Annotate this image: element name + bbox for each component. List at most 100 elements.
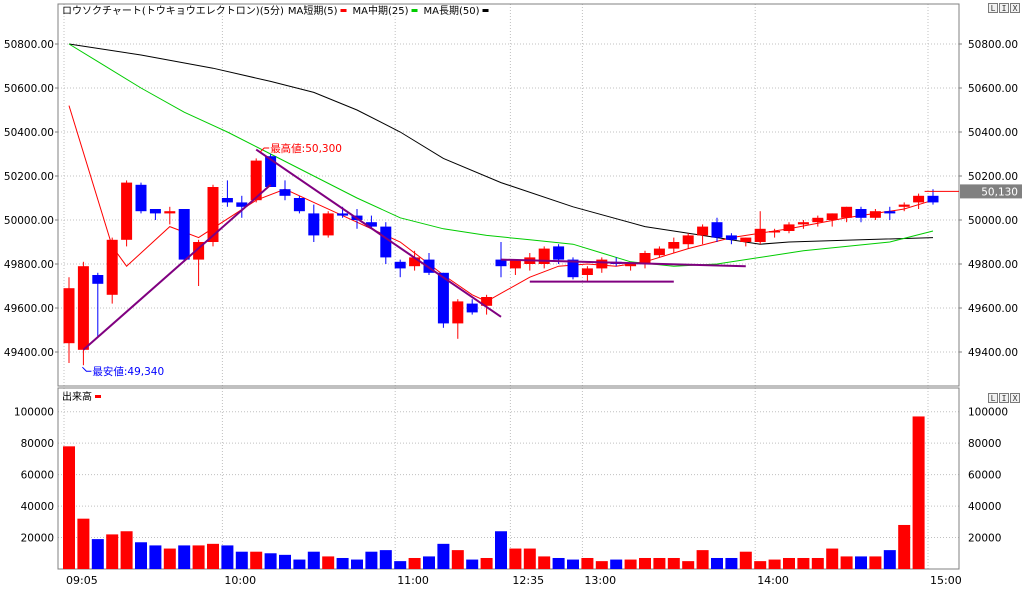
volume-bar xyxy=(91,539,104,569)
moving-average-lines xyxy=(68,43,934,302)
volume-bar xyxy=(783,557,795,569)
price-tick-label-right: 50000.00 xyxy=(968,215,1018,227)
candle-body xyxy=(236,202,248,207)
time-tick-label: 12:35 xyxy=(512,574,544,587)
price-tick-label-right: 50200.00 xyxy=(968,171,1018,183)
candle-body xyxy=(149,209,161,214)
volume-bar xyxy=(523,548,536,569)
candle-body xyxy=(437,272,449,324)
volume-bar xyxy=(423,556,435,569)
price-tick-label-right: 49800.00 xyxy=(968,259,1018,271)
volume-tick-label-left: 80000 xyxy=(21,438,54,450)
window-left-button[interactable]: L xyxy=(988,3,998,13)
candle-body xyxy=(567,259,579,278)
candle-up xyxy=(740,237,752,247)
candle-up xyxy=(207,184,219,247)
candle-down xyxy=(178,209,190,262)
volume-left-button[interactable]: L xyxy=(988,393,998,403)
volume-bar xyxy=(307,551,320,569)
volume-bar xyxy=(797,557,810,569)
low-marker xyxy=(82,366,92,372)
volume-tick-label-right: 60000 xyxy=(968,470,1001,482)
volume-tick-label-right: 100000 xyxy=(968,407,1008,419)
volume-close-button[interactable]: X xyxy=(1010,393,1020,403)
volume-bar xyxy=(495,531,507,569)
volume-bar xyxy=(207,543,219,569)
volume-title: 出来高 xyxy=(62,390,92,403)
candle-up xyxy=(596,257,608,273)
volume-bar xyxy=(394,561,407,569)
volume-bar xyxy=(480,557,493,569)
candle-down xyxy=(149,209,161,220)
volume-bar xyxy=(711,557,723,569)
time-tick-label: 10:00 xyxy=(224,574,256,587)
volume-tick-label-left: 100000 xyxy=(14,407,54,419)
candle-body xyxy=(409,257,421,267)
candle-down xyxy=(236,195,248,218)
volume-bar xyxy=(365,551,378,569)
legend-swatch xyxy=(482,9,489,12)
candle-body xyxy=(697,226,709,236)
candle-up xyxy=(164,206,176,225)
candle-down xyxy=(221,180,233,207)
volume-tick-label-right: 40000 xyxy=(968,501,1001,513)
candle-down xyxy=(293,195,305,214)
candle-down xyxy=(394,259,406,278)
candle-down xyxy=(437,272,449,328)
volume-bar xyxy=(250,551,263,569)
candle-up xyxy=(841,206,853,223)
volume-bar xyxy=(509,548,522,569)
volume-axis-labels: 20000 20000 40000 40000 60000 60000 80000 80000… xyxy=(14,407,1008,545)
ma-mid-line xyxy=(68,43,934,267)
candle-up xyxy=(77,261,89,366)
volume-bar xyxy=(826,548,839,569)
volume-interval-button[interactable]: I xyxy=(999,393,1009,403)
volume-bar xyxy=(163,548,176,569)
volume-bar xyxy=(293,559,306,569)
candle-body xyxy=(466,303,478,313)
volume-bar xyxy=(552,557,565,569)
candle-up xyxy=(754,211,766,245)
volume-bar xyxy=(264,553,277,569)
candle-body xyxy=(754,228,766,242)
price-tick-label-left: 49800.00 xyxy=(4,259,54,271)
candle-down xyxy=(884,206,896,220)
window-close-button[interactable]: X xyxy=(1010,3,1020,13)
candle-body xyxy=(509,259,521,269)
candle-body xyxy=(625,264,637,267)
candle-body xyxy=(797,222,809,225)
volume-bar xyxy=(192,545,205,569)
volume-legend-swatch xyxy=(95,395,101,398)
volume-bar xyxy=(624,559,637,569)
price-tick-label-left: 49400.00 xyxy=(4,347,54,359)
window-interval-button[interactable]: I xyxy=(999,3,1009,13)
candle-body xyxy=(855,209,867,218)
volume-bar xyxy=(466,559,479,569)
price-tick-label-right: 49600.00 xyxy=(968,303,1018,315)
trendline xyxy=(82,184,272,351)
candle-body xyxy=(380,226,392,258)
candle-body xyxy=(322,213,334,236)
volume-bar xyxy=(869,556,882,569)
volume-bar xyxy=(178,545,191,569)
candle-body xyxy=(740,237,752,242)
candle-body xyxy=(193,242,205,260)
volume-bar xyxy=(754,561,767,569)
candle-up xyxy=(913,193,925,209)
candle-up xyxy=(250,158,262,203)
candle-up xyxy=(769,228,781,238)
legend-label: MA中期(25) xyxy=(353,4,409,17)
volume-bar xyxy=(538,556,551,569)
candle-body xyxy=(812,217,824,223)
candle-down xyxy=(92,272,104,337)
volume-bar xyxy=(855,556,867,569)
volume-bar xyxy=(667,557,680,569)
candle-up xyxy=(322,211,334,238)
price-tick-label-right: 50800.00 xyxy=(968,39,1018,51)
candle-body xyxy=(596,259,608,269)
volume-bar xyxy=(883,550,896,569)
candle-body xyxy=(682,235,694,245)
candle-body xyxy=(927,195,939,203)
candle-down xyxy=(279,180,291,201)
